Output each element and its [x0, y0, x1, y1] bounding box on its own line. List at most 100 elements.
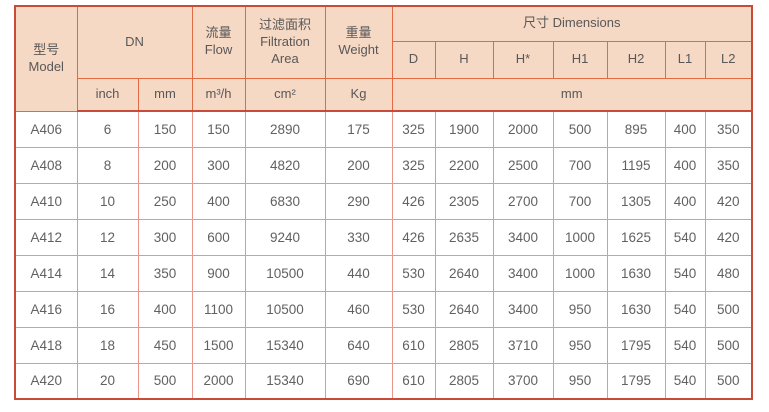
- header-weight-zh: 重量: [345, 25, 372, 41]
- cell-H1: 1000: [552, 218, 608, 256]
- cell-D: 610: [391, 362, 436, 400]
- cell-mm: 150: [137, 110, 193, 148]
- cell-H2: 1195: [606, 146, 666, 184]
- header-weight: 重量 Weight: [324, 5, 393, 79]
- cell-L2: 480: [704, 254, 753, 292]
- cell-H: 2200: [434, 146, 494, 184]
- cell-D: 426: [391, 218, 436, 256]
- cell-model: A412: [14, 218, 78, 256]
- header-dim-hstar: H*: [492, 40, 554, 79]
- cell-D: 610: [391, 326, 436, 364]
- cell-model: A420: [14, 362, 78, 400]
- cell-weight: 330: [324, 218, 393, 256]
- cell-flow: 400: [191, 182, 246, 220]
- header-dim-h: H: [434, 40, 494, 79]
- cell-Hstar: 2000: [492, 110, 554, 148]
- cell-mm: 300: [137, 218, 193, 256]
- header-dimensions: 尺寸 Dimensions: [391, 5, 753, 42]
- cell-model: A418: [14, 326, 78, 364]
- cell-area: 15340: [244, 326, 326, 364]
- cell-L1: 400: [664, 182, 706, 220]
- header-flow-en: Flow: [204, 42, 233, 58]
- header-filtration-en1: Filtration: [260, 33, 310, 49]
- header-dim-l2: L2: [704, 40, 753, 79]
- table-row: A418 18 450 1500 15340 640 610 2805 3710 950 …: [14, 326, 753, 364]
- cell-H1: 950: [552, 326, 608, 364]
- cell-L2: 350: [704, 110, 753, 148]
- cell-L2: 350: [704, 146, 753, 184]
- cell-weight: 460: [324, 290, 393, 328]
- cell-flow: 300: [191, 146, 246, 184]
- cell-H2: 1795: [606, 326, 666, 364]
- cell-mm: 450: [137, 326, 193, 364]
- cell-H2: 1630: [606, 254, 666, 292]
- cell-H1: 700: [552, 146, 608, 184]
- specification-table: 型号 Model DN 流量 Flow 过滤面积 Filtration Area…: [14, 5, 753, 400]
- cell-weight: 290: [324, 182, 393, 220]
- cell-flow: 600: [191, 218, 246, 256]
- table-body: A406 6 150 150 2890 175 325 1900 2000 500 895…: [14, 110, 753, 400]
- cell-H1: 500: [552, 110, 608, 148]
- cell-H2: 1305: [606, 182, 666, 220]
- cell-Hstar: 3710: [492, 326, 554, 364]
- cell-model: A414: [14, 254, 78, 292]
- header-dn: DN: [76, 5, 193, 79]
- cell-inch: 18: [76, 326, 139, 364]
- cell-area: 15340: [244, 362, 326, 400]
- cell-L1: 400: [664, 146, 706, 184]
- cell-inch: 16: [76, 290, 139, 328]
- unit-dimensions: mm: [391, 77, 753, 112]
- cell-flow: 1500: [191, 326, 246, 364]
- cell-inch: 14: [76, 254, 139, 292]
- header-dim-l1: L1: [664, 40, 706, 79]
- unit-mm: mm: [137, 77, 193, 112]
- cell-H1: 950: [552, 362, 608, 400]
- cell-area: 10500: [244, 290, 326, 328]
- header-dim-h1: H1: [552, 40, 608, 79]
- cell-L2: 420: [704, 218, 753, 256]
- header-filtration-zh: 过滤面积: [258, 16, 311, 32]
- header-filtration-area: 过滤面积 Filtration Area: [244, 5, 326, 79]
- cell-L2: 500: [704, 326, 753, 364]
- cell-area: 2890: [244, 110, 326, 148]
- cell-mm: 200: [137, 146, 193, 184]
- cell-model: A408: [14, 146, 78, 184]
- header-row-main: 型号 Model DN 流量 Flow 过滤面积 Filtration Area…: [14, 5, 753, 112]
- cell-inch: 10: [76, 182, 139, 220]
- cell-H2: 1630: [606, 290, 666, 328]
- cell-H2: 1795: [606, 362, 666, 400]
- cell-L1: 540: [664, 218, 706, 256]
- cell-inch: 20: [76, 362, 139, 400]
- table-row: A416 16 400 1100 10500 460 530 2640 3400 950 …: [14, 290, 753, 328]
- cell-mm: 500: [137, 362, 193, 400]
- table-header: 型号 Model DN 流量 Flow 过滤面积 Filtration Area…: [14, 5, 753, 112]
- cell-model: A416: [14, 290, 78, 328]
- unit-weight: Kg: [324, 77, 393, 112]
- cell-weight: 440: [324, 254, 393, 292]
- cell-Hstar: 3700: [492, 362, 554, 400]
- cell-L1: 540: [664, 254, 706, 292]
- cell-Hstar: 2500: [492, 146, 554, 184]
- cell-D: 530: [391, 290, 436, 328]
- cell-H: 1900: [434, 110, 494, 148]
- cell-L1: 400: [664, 110, 706, 148]
- cell-H: 2805: [434, 362, 494, 400]
- table-row: A410 10 250 400 6830 290 426 2305 2700 700 13…: [14, 182, 753, 220]
- cell-L2: 420: [704, 182, 753, 220]
- cell-H: 2640: [434, 254, 494, 292]
- cell-D: 325: [391, 110, 436, 148]
- cell-H2: 1625: [606, 218, 666, 256]
- table-row: A414 14 350 900 10500 440 530 2640 3400 1000 …: [14, 254, 753, 292]
- cell-inch: 8: [76, 146, 139, 184]
- cell-H: 2635: [434, 218, 494, 256]
- cell-L2: 500: [704, 290, 753, 328]
- cell-Hstar: 3400: [492, 290, 554, 328]
- table-row: A406 6 150 150 2890 175 325 1900 2000 500 895…: [14, 110, 753, 148]
- unit-flow: m³/h: [191, 77, 246, 112]
- cell-H: 2640: [434, 290, 494, 328]
- cell-area: 6830: [244, 182, 326, 220]
- cell-weight: 640: [324, 326, 393, 364]
- cell-inch: 12: [76, 218, 139, 256]
- unit-area: cm²: [244, 77, 326, 112]
- cell-area: 10500: [244, 254, 326, 292]
